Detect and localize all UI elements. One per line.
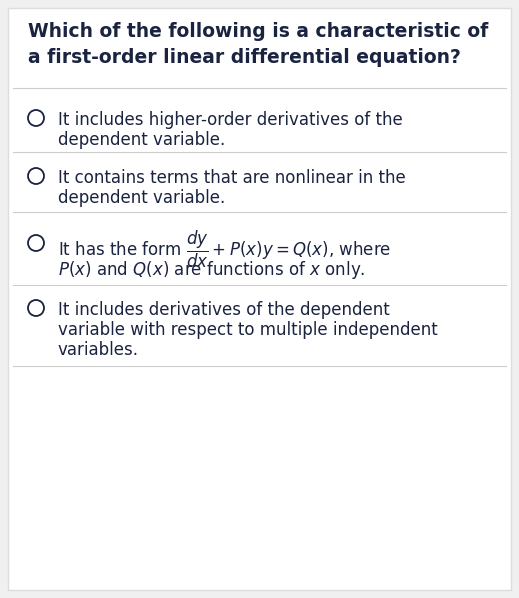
- Text: It includes derivatives of the dependent: It includes derivatives of the dependent: [58, 301, 390, 319]
- Text: a first-order linear differential equation?: a first-order linear differential equati…: [28, 48, 461, 67]
- Text: Which of the following is a characteristic of: Which of the following is a characterist…: [28, 22, 488, 41]
- Text: variables.: variables.: [58, 341, 139, 359]
- FancyBboxPatch shape: [8, 8, 511, 590]
- Text: It includes higher-order derivatives of the: It includes higher-order derivatives of …: [58, 111, 403, 129]
- Text: variable with respect to multiple independent: variable with respect to multiple indepe…: [58, 321, 438, 339]
- Text: It contains terms that are nonlinear in the: It contains terms that are nonlinear in …: [58, 169, 406, 187]
- Text: It has the form $\dfrac{dy}{dx} + P(x)y = Q(x)$, where: It has the form $\dfrac{dy}{dx} + P(x)y …: [58, 229, 391, 270]
- Text: dependent variable.: dependent variable.: [58, 131, 225, 149]
- Text: $P(x)$ and $Q(x)$ are functions of $x$ only.: $P(x)$ and $Q(x)$ are functions of $x$ o…: [58, 259, 365, 281]
- Text: dependent variable.: dependent variable.: [58, 189, 225, 207]
